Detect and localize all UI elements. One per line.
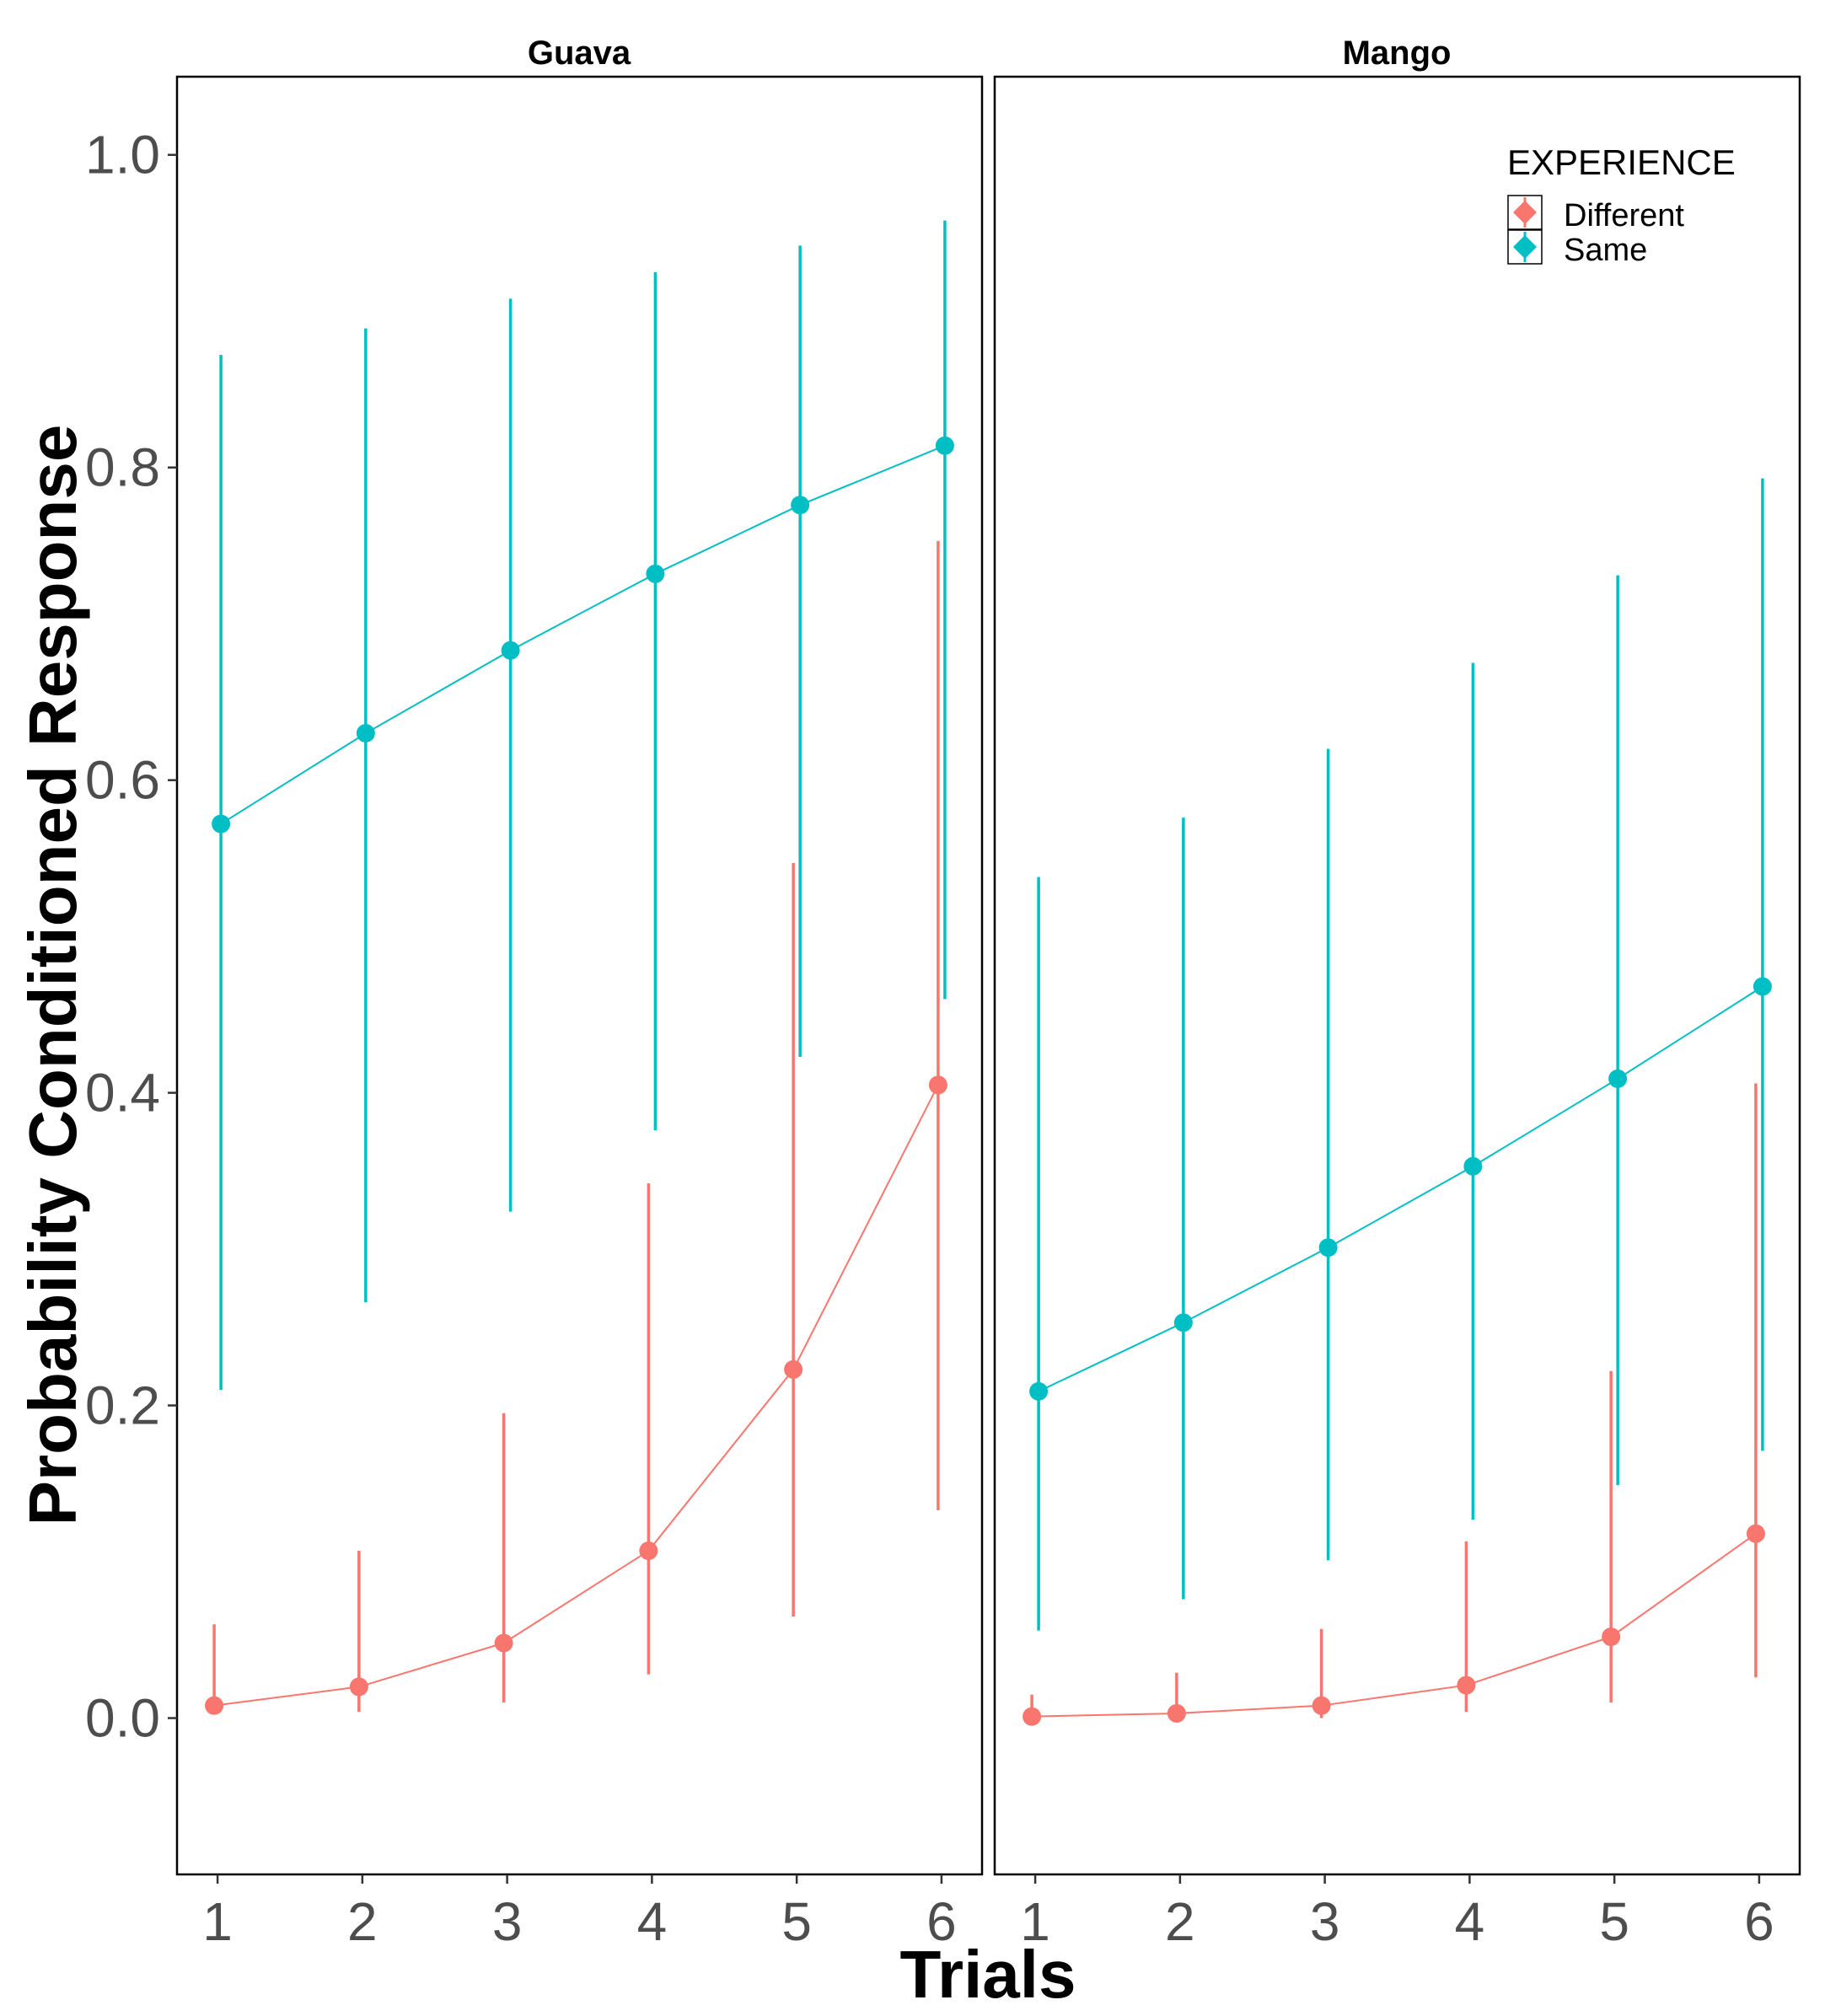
legend-label-different: Different bbox=[1564, 198, 1684, 233]
data-point-same bbox=[1029, 1381, 1049, 1401]
x-tick-label: 2 bbox=[1165, 1891, 1195, 1952]
legend-key-diamond bbox=[1513, 201, 1537, 224]
y-axis-title: Probability Conditioned Response bbox=[15, 425, 90, 1526]
data-point-different bbox=[494, 1633, 513, 1653]
data-point-different bbox=[1167, 1703, 1186, 1723]
panel-guava-marks bbox=[205, 220, 954, 1715]
data-point-different bbox=[1312, 1696, 1331, 1715]
y-tick-label: 0.6 bbox=[85, 750, 160, 811]
y-axis: 0.0 0.2 0.4 0.6 0.8 1.0 bbox=[85, 125, 177, 1749]
panel-guava-x-axis: 1 2 3 4 5 6 bbox=[202, 1874, 957, 1952]
x-tick-label: 5 bbox=[781, 1891, 812, 1952]
data-point-same bbox=[356, 724, 375, 743]
data-point-different bbox=[784, 1359, 803, 1379]
data-point-same bbox=[646, 564, 665, 583]
data-point-different bbox=[205, 1696, 224, 1715]
x-tick-label: 6 bbox=[926, 1891, 957, 1952]
data-point-same bbox=[935, 436, 954, 455]
data-point-same bbox=[1173, 1313, 1193, 1332]
panel-mango: Mango 1 2 3 4 5 6 bbox=[993, 35, 1801, 1952]
data-point-same bbox=[1753, 977, 1772, 996]
data-point-same bbox=[1608, 1069, 1628, 1088]
data-point-same bbox=[501, 641, 520, 660]
x-tick-label: 4 bbox=[1455, 1891, 1485, 1952]
panel-mango-x-axis: 1 2 3 4 5 6 bbox=[1020, 1874, 1774, 1952]
data-point-same bbox=[212, 814, 231, 834]
series-line-different bbox=[1032, 1532, 1757, 1718]
panel-mango-frame bbox=[993, 75, 1801, 1876]
series-line-same bbox=[1038, 985, 1763, 1392]
panel-guava-frame bbox=[175, 75, 984, 1876]
x-tick-label: 5 bbox=[1599, 1891, 1629, 1952]
panel-mango-marks bbox=[1023, 478, 1772, 1726]
facet-title-guava: Guava bbox=[528, 35, 631, 72]
y-tick-label: 0.2 bbox=[85, 1375, 160, 1436]
y-tick-label: 0.0 bbox=[85, 1688, 160, 1749]
panel-guava: Guava 1 2 3 4 5 6 bbox=[175, 35, 984, 1952]
x-tick-label: 1 bbox=[1020, 1891, 1050, 1952]
data-point-different bbox=[639, 1541, 658, 1561]
data-point-same bbox=[1463, 1156, 1483, 1176]
x-tick-label: 1 bbox=[202, 1891, 233, 1952]
legend-title: EXPERIENCE bbox=[1507, 142, 1736, 182]
data-point-different bbox=[1746, 1524, 1765, 1543]
data-point-different bbox=[928, 1075, 947, 1095]
x-tick-label: 4 bbox=[637, 1891, 668, 1952]
legend-key-diamond bbox=[1513, 235, 1537, 259]
data-point-same bbox=[1318, 1238, 1338, 1257]
legend: EXPERIENCE Different Same bbox=[1507, 142, 1736, 268]
y-tick-label: 0.8 bbox=[85, 437, 160, 498]
y-tick-label: 0.4 bbox=[85, 1063, 160, 1123]
series-line-same bbox=[220, 444, 946, 825]
data-point-different bbox=[1602, 1627, 1621, 1647]
x-tick-label: 2 bbox=[347, 1891, 378, 1952]
legend-keys bbox=[1507, 195, 1543, 265]
data-point-different bbox=[349, 1677, 368, 1697]
legend-label-same: Same bbox=[1564, 233, 1647, 268]
data-point-same bbox=[791, 496, 810, 515]
y-tick-label: 1.0 bbox=[85, 125, 160, 185]
facet-title-mango: Mango bbox=[1343, 35, 1452, 72]
x-tick-label: 3 bbox=[492, 1891, 523, 1952]
data-point-different bbox=[1023, 1707, 1042, 1726]
series-line-different bbox=[213, 1084, 939, 1707]
x-axis-title: Trials bbox=[899, 1937, 1076, 2012]
x-tick-label: 3 bbox=[1310, 1891, 1340, 1952]
data-point-different bbox=[1457, 1676, 1476, 1695]
x-tick-label: 6 bbox=[1744, 1891, 1774, 1952]
